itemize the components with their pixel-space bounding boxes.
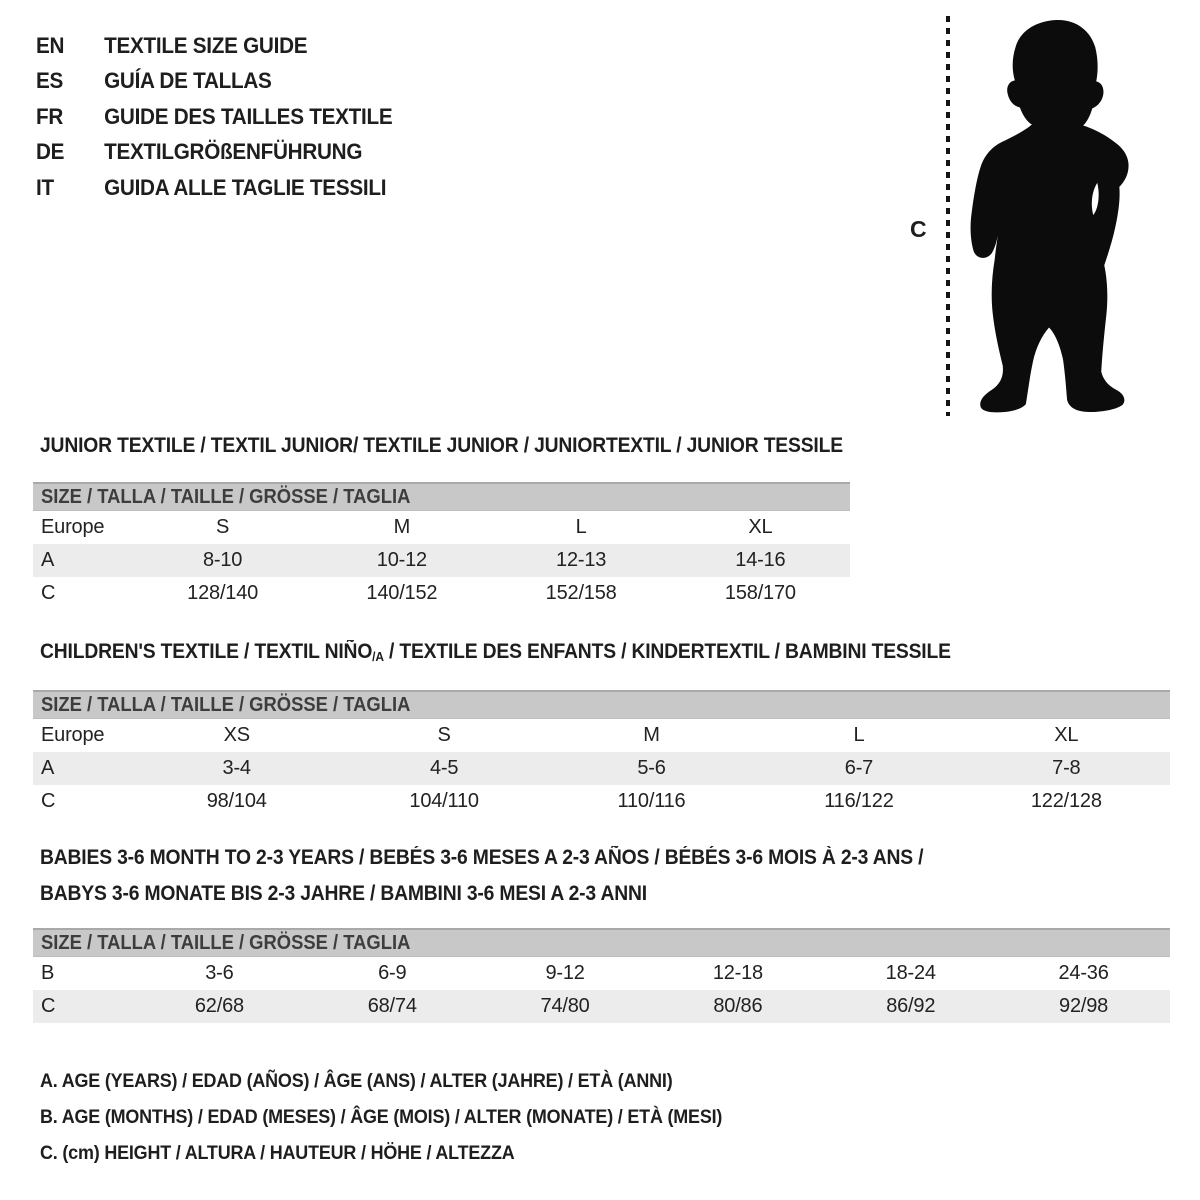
row-label: C: [41, 995, 56, 1017]
height-cell: 98/104: [206, 790, 267, 812]
language-code: IT: [36, 174, 54, 200]
size-header-bar: SIZE / TALLA / TAILLE / GRÖSSE / TAGLIA: [33, 690, 1170, 719]
children-title-suffix: / TEXTILE DES ENFANTS / KINDERTEXTIL / B…: [383, 640, 951, 663]
language-title-list: EN TEXTILE SIZE GUIDE ES GUÍA DE TALLAS …: [36, 28, 393, 206]
size-header-bar: SIZE / TALLA / TAILLE / GRÖSSE / TAGLIA: [33, 482, 850, 511]
months-cell: 9-12: [545, 962, 585, 984]
size-header-label: SIZE / TALLA / TAILLE / GRÖSSE / TAGLIA: [41, 485, 411, 508]
height-measure-dashed-line: [946, 16, 950, 416]
height-cell: 62/68: [194, 995, 244, 1017]
babies-section-title-line1: BABIES 3-6 MONTH TO 2-3 YEARS / BEBÉS 3-…: [40, 846, 924, 869]
language-title: TEXTILE SIZE GUIDE: [104, 32, 308, 58]
age-cell: 8-10: [203, 549, 243, 571]
babies-section-title-line2: BABYS 3-6 MONATE BIS 2-3 JAHRE / BAMBINI…: [40, 882, 647, 905]
height-cell: 152/158: [545, 582, 617, 604]
legend-line-a: A. AGE (YEARS) / EDAD (AÑOS) / ÂGE (ANS)…: [40, 1070, 673, 1092]
junior-size-table: SIZE / TALLA / TAILLE / GRÖSSE / TAGLIA …: [33, 482, 850, 610]
height-cell: 74/80: [540, 995, 590, 1017]
size-cell: M: [643, 724, 660, 746]
children-title-prefix: CHILDREN'S TEXTILE / TEXTIL NIÑO: [40, 640, 373, 663]
age-cell: 5-6: [637, 757, 666, 779]
language-title: GUIDA ALLE TAGLIE TESSILI: [104, 174, 387, 200]
table-row-age: A 8-10 10-12 12-13 14-16: [33, 544, 850, 577]
months-cell: 24-36: [1058, 962, 1109, 984]
language-code: EN: [36, 32, 65, 58]
row-label: B: [41, 962, 55, 984]
language-code: ES: [36, 68, 64, 94]
size-cell: XL: [1054, 724, 1079, 746]
table-row-height: C 128/140 140/152 152/158 158/170: [33, 577, 850, 610]
table-row-age: A 3-4 4-5 5-6 6-7 7-8: [33, 752, 1170, 785]
row-label: A: [41, 757, 55, 779]
table-row-europe: Europe S M L XL: [33, 511, 850, 544]
babies-size-table: SIZE / TALLA / TAILLE / GRÖSSE / TAGLIA …: [33, 928, 1170, 1023]
size-cell: L: [853, 724, 865, 746]
row-label: Europe: [41, 724, 105, 746]
legend-line-b: B. AGE (MONTHS) / EDAD (MESES) / ÂGE (MO…: [40, 1106, 723, 1128]
age-cell: 4-5: [429, 757, 459, 779]
size-header-label: SIZE / TALLA / TAILLE / GRÖSSE / TAGLIA: [41, 931, 411, 954]
table-row-height: C 98/104 104/110 110/116 116/122 122/128: [33, 785, 1170, 818]
age-cell: 12-13: [556, 549, 607, 571]
size-cell: S: [216, 516, 230, 538]
language-row-de: DE TEXTILGRÖßENFÜHRUNG: [36, 135, 392, 171]
age-cell: 14-16: [735, 549, 786, 571]
row-label: C: [41, 790, 56, 812]
size-cell: L: [575, 516, 587, 538]
months-cell: 6-9: [378, 962, 407, 984]
height-cell: 110/116: [617, 790, 686, 812]
row-label: Europe: [41, 516, 105, 538]
months-cell: 3-6: [205, 962, 234, 984]
language-row-it: IT GUIDA ALLE TAGLIE TESSILI: [36, 170, 392, 206]
children-size-table: SIZE / TALLA / TAILLE / GRÖSSE / TAGLIA …: [33, 690, 1170, 818]
toddler-silhouette: [970, 19, 1129, 413]
height-cell: 104/110: [409, 790, 479, 812]
row-label: A: [41, 549, 55, 571]
height-cell: 68/74: [367, 995, 417, 1017]
children-title-sub: /A: [372, 649, 384, 664]
language-code: DE: [36, 139, 65, 165]
height-cell: 80/86: [713, 995, 763, 1017]
language-code: FR: [36, 103, 64, 129]
age-cell: 10-12: [376, 549, 427, 571]
age-cell: 3-4: [222, 757, 252, 779]
size-cell: XL: [748, 516, 773, 538]
height-cell: 122/128: [1030, 790, 1102, 812]
language-title: GUIDE DES TAILLES TEXTILE: [104, 103, 393, 129]
size-header-bar: SIZE / TALLA / TAILLE / GRÖSSE / TAGLIA: [33, 928, 1170, 957]
language-title: TEXTILGRÖßENFÜHRUNG: [104, 139, 363, 165]
language-row-es: ES GUÍA DE TALLAS: [36, 64, 392, 100]
size-cell: S: [437, 724, 451, 746]
age-cell: 7-8: [1052, 757, 1081, 779]
measure-label-c: C: [910, 216, 927, 242]
legend-line-c: C. (cm) HEIGHT / ALTURA / HAUTEUR / HÖHE…: [40, 1142, 515, 1164]
table-row-height: C 62/68 68/74 74/80 80/86 86/92 92/98: [33, 990, 1170, 1023]
table-row-months: B 3-6 6-9 9-12 12-18 18-24 24-36: [33, 957, 1170, 990]
children-section-title: CHILDREN'S TEXTILE / TEXTIL NIÑO/A / TEX…: [40, 640, 951, 664]
height-cell: 158/170: [724, 582, 796, 604]
junior-section-title: JUNIOR TEXTILE / TEXTIL JUNIOR/ TEXTILE …: [40, 434, 843, 457]
height-cell: 140/152: [366, 582, 438, 604]
months-cell: 18-24: [885, 962, 936, 984]
size-cell: XS: [223, 724, 250, 746]
size-header-label: SIZE / TALLA / TAILLE / GRÖSSE / TAGLIA: [41, 693, 411, 716]
age-cell: 6-7: [844, 757, 874, 779]
size-cell: M: [393, 516, 411, 538]
row-label: C: [41, 582, 56, 604]
height-cell: 92/98: [1059, 995, 1109, 1017]
table-row-europe: Europe XS S M L XL: [33, 719, 1170, 752]
language-row-en: EN TEXTILE SIZE GUIDE: [36, 28, 392, 64]
height-cell: 86/92: [886, 995, 936, 1017]
months-cell: 12-18: [712, 962, 763, 984]
language-title: GUÍA DE TALLAS: [104, 68, 272, 94]
height-cell: 128/140: [187, 582, 259, 604]
language-row-fr: FR GUIDE DES TAILLES TEXTILE: [36, 99, 393, 135]
height-cell: 116/122: [824, 790, 894, 812]
